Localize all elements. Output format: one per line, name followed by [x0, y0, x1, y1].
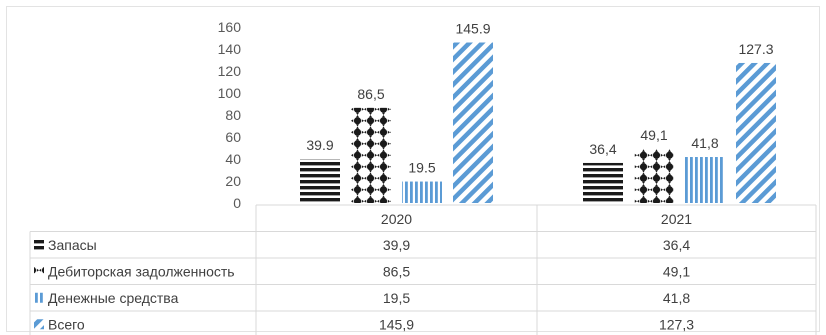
legend-label: Денежные средства: [48, 290, 179, 306]
legend-key: [34, 292, 44, 303]
legend-key: [34, 319, 44, 330]
legend-label: Запасы: [48, 237, 97, 253]
table-cell-value: 49,1: [663, 263, 690, 279]
legend-label: Всего: [48, 316, 85, 332]
data-label: 39.9: [306, 137, 333, 153]
bar: [685, 157, 725, 203]
y-axis: 0 20 40 60 80 100 120 140 160: [218, 19, 242, 211]
legend-key: [34, 266, 44, 277]
table-cell-value: 127,3: [659, 316, 694, 332]
data-table: 2020 2021 Запасы 39,9 36,4 Дебиторская задолж…: [29, 204, 817, 335]
table-cell-value: 145,9: [379, 316, 414, 332]
y-tick-label: 80: [225, 107, 241, 123]
bar: [351, 107, 391, 203]
y-tick-label: 100: [218, 85, 242, 101]
data-label: 36,4: [589, 141, 616, 157]
data-label: 127.3: [738, 41, 773, 57]
table-cell-value: 86,5: [383, 263, 410, 279]
data-label: 49,1: [640, 127, 667, 143]
x-tick-label: 2021: [661, 211, 692, 227]
data-label: 19.5: [408, 160, 435, 176]
legend-key: [34, 239, 44, 250]
bar: [736, 62, 776, 203]
y-tick-label: 0: [233, 195, 241, 211]
y-tick-label: 60: [225, 129, 241, 145]
data-labels-layer: 39.9 86,5 19.5 145.9 36,4 49,1 41,8 127.3: [306, 21, 773, 176]
table-cell-value: 39,9: [383, 237, 410, 253]
table-cell-value: 36,4: [663, 237, 690, 253]
data-label: 145.9: [455, 21, 490, 37]
legend-label: Дебиторская задолженность: [48, 263, 235, 279]
data-label: 41,8: [691, 135, 718, 151]
y-tick-label: 160: [218, 19, 242, 35]
bar: [453, 42, 493, 204]
table-cell-value: 19,5: [383, 290, 410, 306]
bars-layer: [300, 42, 776, 204]
table-cell-value: 41,8: [663, 290, 690, 306]
bar: [402, 181, 442, 203]
bar: [300, 159, 340, 203]
bar: [634, 148, 674, 203]
y-tick-label: 140: [218, 41, 242, 57]
data-label: 86,5: [357, 86, 384, 102]
y-tick-label: 20: [225, 173, 241, 189]
chart-frame: [6, 6, 820, 332]
y-tick-label: 40: [225, 151, 241, 167]
x-tick-label: 2020: [381, 211, 412, 227]
bar: [583, 162, 623, 203]
y-tick-label: 120: [218, 63, 242, 79]
